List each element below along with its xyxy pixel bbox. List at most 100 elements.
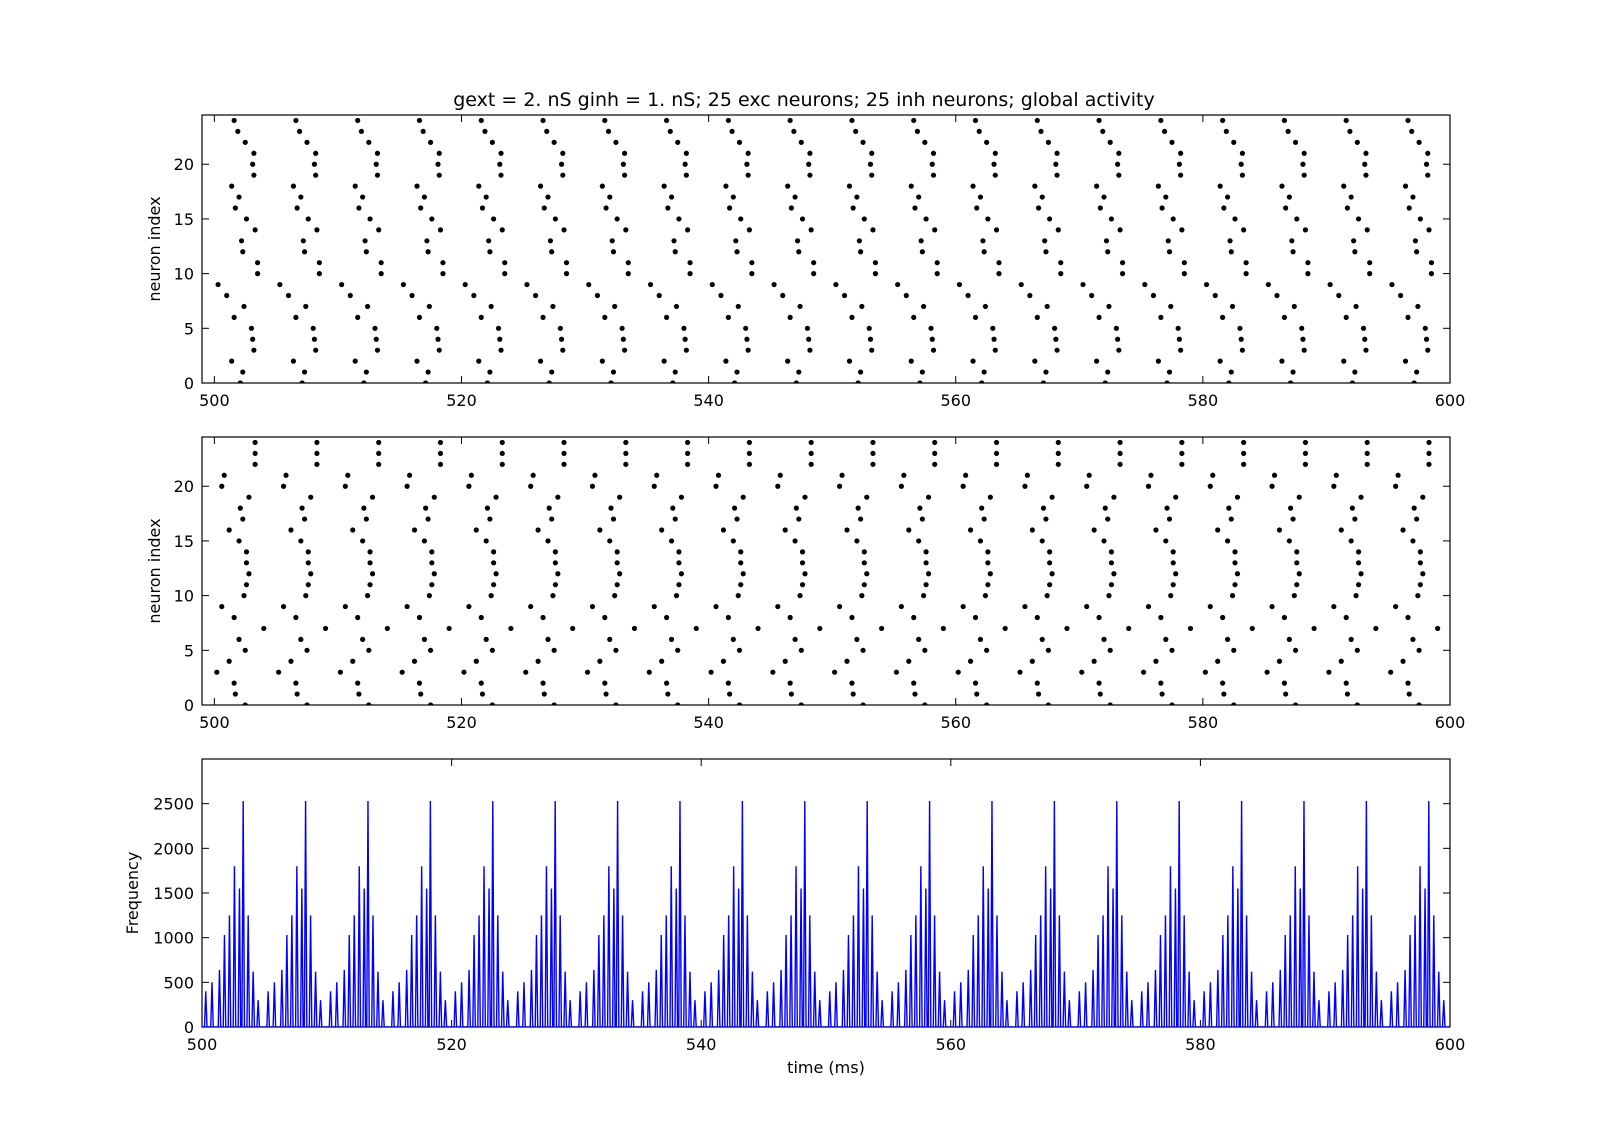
spike-point [1239,347,1246,353]
spike-point [1181,271,1187,277]
spike-point [1148,472,1154,478]
spike-point [977,194,984,200]
spike-point [589,603,596,610]
spike-point [1412,238,1419,244]
x-tick-label: 520 [436,1035,467,1054]
spike-point [1101,538,1107,544]
spike-point [861,549,867,555]
spike-point [502,260,508,266]
spike-point [777,472,783,478]
spike-point [992,150,998,156]
spike-point [930,172,937,178]
spike-point [374,150,381,156]
spike-point [435,336,441,342]
spike-point [992,172,998,178]
spike-point [561,450,567,457]
spike-point [570,625,576,632]
spike-point [232,691,238,697]
spike-point [849,314,855,320]
spike-point [605,128,612,135]
spike-point [1425,150,1431,156]
spike-point [1179,439,1185,446]
spike-point [785,358,791,364]
spike-point [352,183,358,189]
spike-point [314,461,320,467]
spike-point [423,505,429,511]
spike-point [1400,658,1406,664]
spike-point [535,658,541,664]
x-axis-label: time (ms) [787,1058,865,1077]
spike-point [610,516,617,522]
spike-point [668,194,675,200]
spike-point [802,494,808,500]
spike-point [589,483,596,489]
spike-point [799,216,806,222]
spike-point [1187,625,1194,632]
spike-point [597,527,603,533]
spike-point [241,593,247,599]
spike-point [1294,216,1300,222]
spike-point [974,691,980,697]
spike-point [620,161,626,167]
spike-point [1389,281,1395,288]
spike-point [231,680,237,686]
spike-point [502,271,508,277]
spike-point [1228,249,1234,255]
x-tick-label: 580 [1185,1035,1216,1054]
spike-point [416,314,423,320]
spike-point [219,603,225,610]
spike-point [547,238,554,244]
spike-point [545,636,551,642]
spike-point [668,538,675,544]
spike-point [738,560,744,566]
spike-point [797,593,803,599]
spike-point [671,238,677,244]
spike-point [675,647,681,653]
spike-point [425,249,431,255]
spike-point [987,571,993,577]
spike-point [1331,483,1337,489]
spike-point [661,183,667,189]
spike-point [672,249,678,255]
spike-point [1393,603,1399,610]
spike-point [806,336,812,342]
spike-point [1241,227,1247,233]
x-tick-label: 580 [1188,713,1219,732]
spike-point [1279,358,1285,364]
spike-point [1105,249,1111,255]
spike-point [411,658,418,664]
spike-point [1079,669,1085,675]
spike-point [1410,538,1416,544]
spike-point [972,680,979,686]
spike-point [685,439,691,446]
spike-point [1017,669,1023,675]
spike-point [555,571,561,577]
spike-point [1294,560,1300,566]
spike-point [860,702,866,705]
spike-point [240,369,246,375]
spike-point [1217,358,1223,364]
spike-point [283,472,289,478]
spike-point [1416,647,1422,653]
spike-point [243,216,250,222]
spike-point [749,271,755,277]
spike-point [1402,183,1409,189]
spike-point [836,483,843,489]
spike-point [1363,150,1369,156]
spike-point [322,625,329,632]
spike-point [1364,439,1370,446]
spike-point [1239,150,1246,156]
spike-point [280,603,287,610]
spike-point [749,260,755,266]
spike-point [549,369,555,375]
spike-point [1102,505,1108,511]
y-axis-label: Frequency [123,852,142,935]
spike-point [734,516,740,522]
spike-point [1107,647,1113,653]
spike-point [985,560,991,566]
spike-point [664,614,670,621]
spike-point [1238,336,1244,342]
spike-point [1097,205,1103,211]
spike-point [1210,472,1216,478]
spike-point [479,691,486,697]
